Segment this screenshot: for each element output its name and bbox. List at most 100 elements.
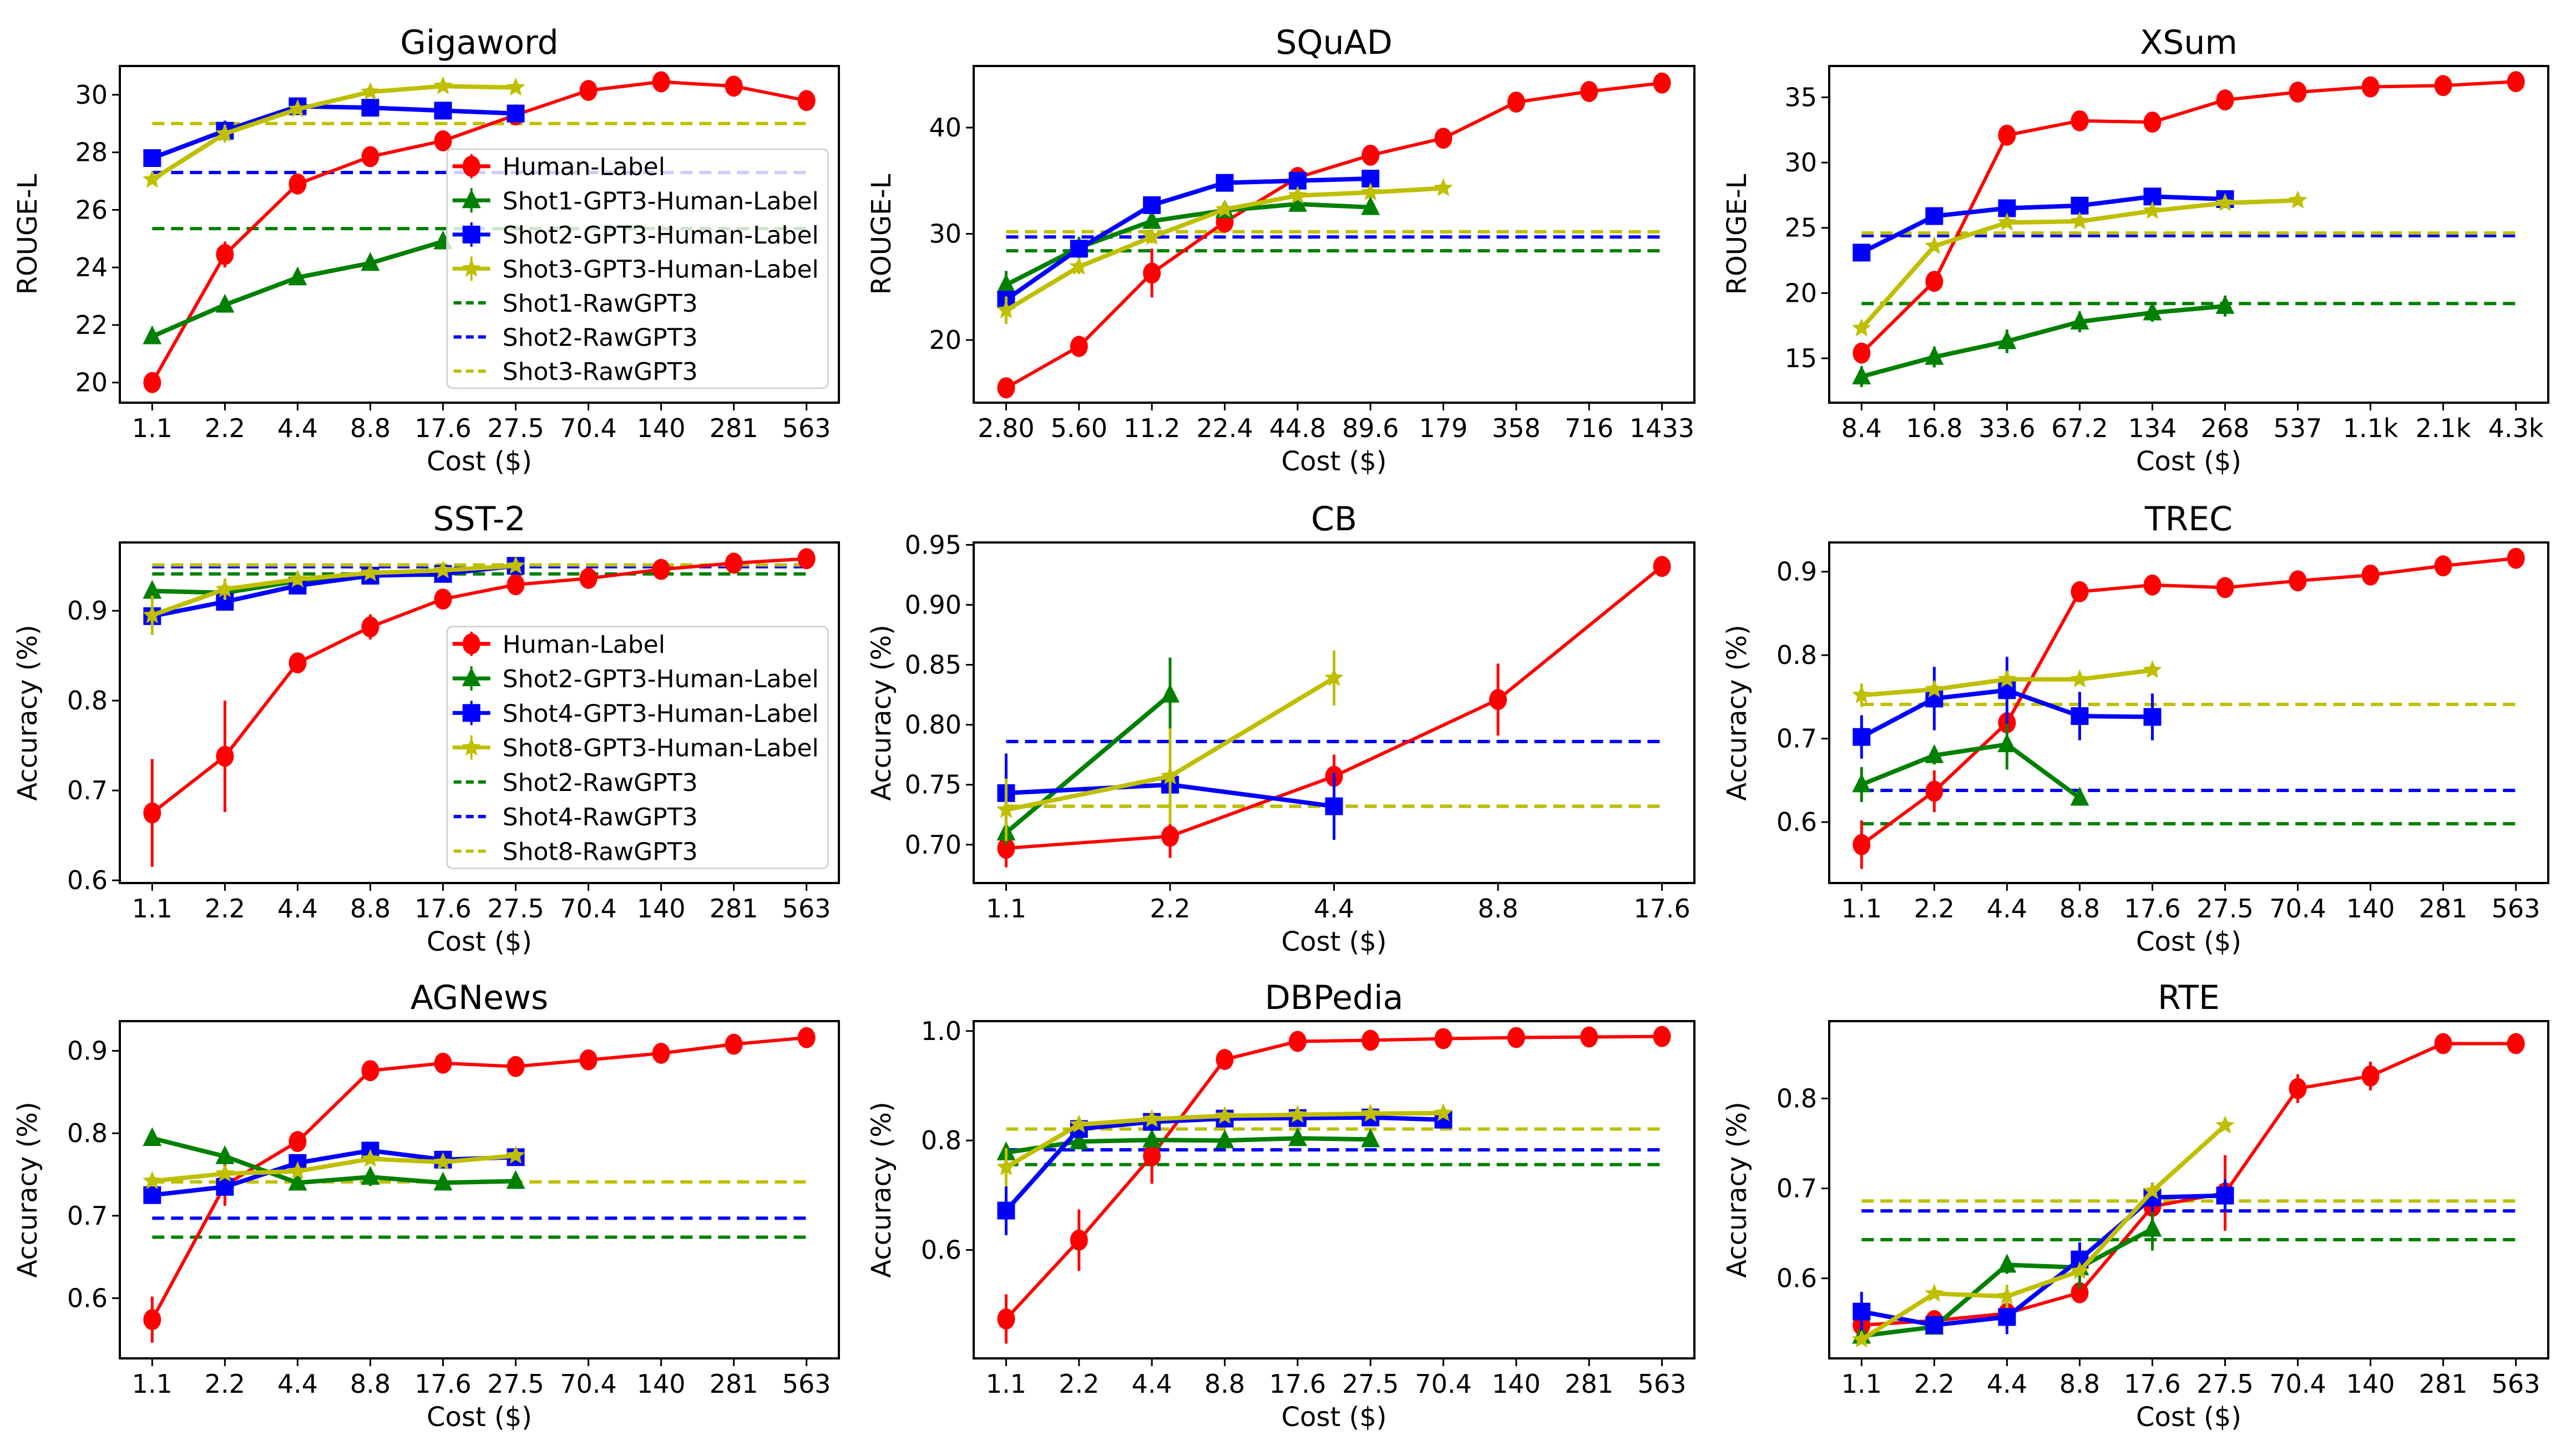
data-point [1288, 1127, 1307, 1146]
series-shot2-gpt3-human-label [996, 657, 1180, 845]
data-point [797, 90, 816, 111]
data-point [1143, 262, 1161, 284]
data-point [1434, 128, 1452, 149]
data-point [361, 616, 379, 638]
panel-sst-2: SST-2 1.1 2.2 4.4 8.8 17.6 27.5 70.4 140 281 563 0.… [12, 500, 840, 957]
data-point [143, 1171, 162, 1189]
x-tick-label: 281 [710, 894, 758, 924]
series-shot2-gpt3-human-label [1852, 719, 2089, 806]
data-point [1361, 1128, 1380, 1148]
data-point [1489, 689, 1507, 711]
x-tick-label: 70.4 [560, 1369, 616, 1399]
legend-label: Shot8-RawGPT3 [503, 838, 698, 866]
data-point [361, 563, 380, 581]
data-point [2507, 71, 2525, 93]
data-point [2289, 82, 2307, 103]
y-tick-label: 0.8 [921, 1125, 961, 1155]
data-point [288, 99, 307, 118]
x-tick-label: 17.6 [414, 894, 471, 924]
data-point [2071, 707, 2089, 726]
x-tick-label: 4.4 [277, 894, 318, 924]
data-point [2507, 547, 2525, 569]
series-line [151, 1153, 516, 1184]
data-point [1434, 1103, 1453, 1122]
x-axis-label: Cost ($) [427, 446, 532, 477]
chart-title: CB [1311, 500, 1357, 539]
chart-title: XSum [2140, 23, 2238, 62]
x-tick-label: 563 [782, 413, 831, 443]
data-point [216, 1178, 234, 1196]
data-point [725, 75, 743, 97]
data-point [1324, 668, 1344, 686]
data-point [1069, 1130, 1089, 1150]
series-line [1004, 693, 1172, 835]
x-tick-label: 140 [637, 1369, 686, 1399]
data-point [579, 567, 598, 589]
data-point [797, 1027, 816, 1048]
x-axis-label: Cost ($) [1282, 1402, 1387, 1433]
data-point [1997, 1286, 2017, 1305]
x-tick-label: 563 [782, 894, 831, 924]
data-point [361, 146, 379, 168]
x-tick-label: 281 [2419, 894, 2468, 924]
x-axis-label: Cost ($) [1282, 926, 1387, 957]
x-tick-label: 70.4 [1415, 1369, 1471, 1399]
x-tick-label: 8.8 [2059, 894, 2100, 924]
x-tick-label: 4.4 [277, 413, 318, 443]
chart-title: RTE [2158, 978, 2220, 1017]
chart-title: SST-2 [433, 500, 525, 539]
data-point [361, 1165, 380, 1185]
x-tick-label: 17.6 [1269, 1369, 1326, 1399]
data-point [1142, 1109, 1162, 1128]
x-axis-label: Cost ($) [427, 1402, 532, 1433]
x-tick-label: 70.4 [2269, 1369, 2326, 1399]
x-tick-label: 17.6 [1633, 894, 1690, 924]
x-tick-label: 17.6 [414, 1369, 471, 1399]
y-tick-label: 1.0 [921, 1016, 961, 1046]
data-point [2215, 1115, 2235, 1134]
series-line [1860, 742, 2081, 800]
panel-rte: RTE 1.1 2.2 4.4 8.8 17.6 27.5 70.4 140 281 563 0.6 0… [1722, 978, 2549, 1433]
x-tick-label: 44.8 [1269, 413, 1326, 443]
x-tick-label: 4.4 [1132, 1369, 1172, 1399]
x-axis-label: Cost ($) [2136, 446, 2241, 477]
data-point [1925, 207, 1944, 225]
legend-label: Shot3-RawGPT3 [503, 358, 698, 386]
legend-item: Shot3-RawGPT3 [453, 358, 698, 386]
x-tick-label: 2.1k [2416, 413, 2471, 443]
data-point [506, 77, 525, 96]
panel-trec: TREC 1.1 2.2 4.4 8.8 17.6 27.5 70.4 140 281 563 0.6… [1722, 500, 2549, 957]
data-point [1853, 1302, 1871, 1321]
legend-item: Shot4-GPT3-Human-Label [452, 699, 819, 728]
data-point [1143, 196, 1161, 214]
legend-label: Shot1-GPT3-Human-Label [503, 187, 819, 215]
data-point [1361, 196, 1380, 215]
legend-item: Shot3-GPT3-Human-Label [452, 255, 819, 283]
data-point [1160, 766, 1180, 785]
data-point [996, 300, 1016, 318]
data-point [1160, 683, 1180, 703]
x-tick-label: 563 [2492, 894, 2540, 924]
y-tick-label: 25 [1784, 213, 1817, 243]
legend-item: Shot8-RawGPT3 [453, 838, 698, 866]
data-point [1925, 1283, 1944, 1302]
series-shot8-gpt3-human-label [143, 1145, 525, 1189]
panel-gigaword: Gigaword 1.1 2.2 4.4 8.8 17.6 27.5 70.4 140 281 56… [12, 23, 840, 477]
data-point [1653, 556, 1671, 577]
chart-title: Gigaword [400, 23, 559, 62]
series-line [151, 564, 516, 618]
x-tick-label: 140 [637, 413, 686, 443]
data-point [1215, 1129, 1234, 1149]
legend-label: Human-Label [503, 631, 665, 659]
data-point [507, 104, 525, 123]
data-point [996, 800, 1016, 818]
legend-label: Shot3-GPT3-Human-Label [503, 255, 819, 283]
data-point [997, 1308, 1015, 1330]
series-human-label [1853, 547, 2525, 869]
y-axis-label: Accuracy (%) [12, 625, 43, 800]
x-tick-label: 2.2 [205, 894, 245, 924]
x-tick-label: 2.2 [1059, 1369, 1099, 1399]
data-point [1853, 834, 1871, 855]
panel-xsum: XSum 8.4 16.8 33.6 67.2 134 268 537 1.1k 2.1k 4.3k… [1722, 23, 2549, 477]
legend-marker [462, 667, 481, 687]
